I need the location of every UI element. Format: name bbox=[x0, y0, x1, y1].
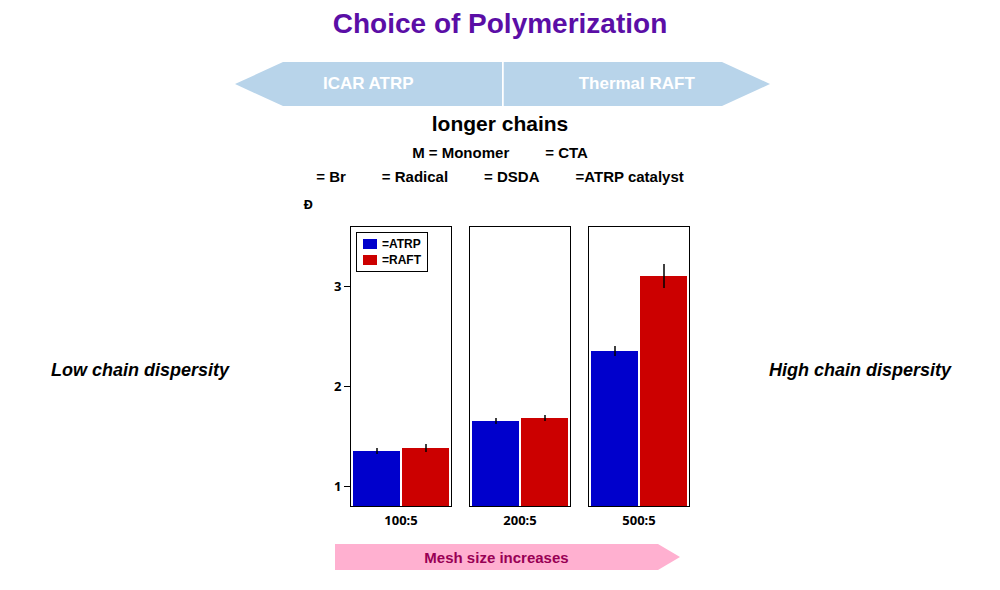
html-text:M = Monomer: M = Monomer bbox=[412, 144, 510, 161]
svg-text:3: 3 bbox=[334, 277, 341, 295]
svg-text:1: 1 bbox=[334, 477, 341, 495]
html-text:=ATRP: =ATRP bbox=[382, 237, 421, 251]
html-text:Mesh size increases: Mesh size increases bbox=[424, 548, 569, 566]
html-text:= Br: = Br bbox=[316, 168, 346, 185]
html-text:=ATRP catalyst: =ATRP catalyst bbox=[575, 168, 684, 185]
html-text:Choice of Polymerization: Choice of Polymerization bbox=[332, 8, 668, 39]
html-text:= Radical: = Radical bbox=[381, 168, 449, 185]
svg-text:2: 2 bbox=[334, 377, 341, 395]
html-text:longer chains: longer chains bbox=[431, 112, 569, 135]
html-text:Thermal RAFT: Thermal RAFT bbox=[578, 74, 695, 93]
html-text:= DSDA: = DSDA bbox=[484, 168, 540, 185]
html-text:ICAR ATRP: ICAR ATRP bbox=[322, 74, 414, 93]
html-text:= CTA: = CTA bbox=[545, 144, 588, 161]
svg-text:200:5: 200:5 bbox=[503, 511, 536, 529]
svg-text:500:5: 500:5 bbox=[622, 511, 655, 529]
svg-text:Đ: Đ bbox=[304, 196, 314, 213]
svg-text:100:5: 100:5 bbox=[384, 511, 417, 529]
html-text:=RAFT: =RAFT bbox=[382, 253, 421, 267]
html-text:High chain dispersity: High chain dispersity bbox=[769, 360, 951, 380]
html-text:Low chain dispersity: Low chain dispersity bbox=[51, 360, 229, 380]
